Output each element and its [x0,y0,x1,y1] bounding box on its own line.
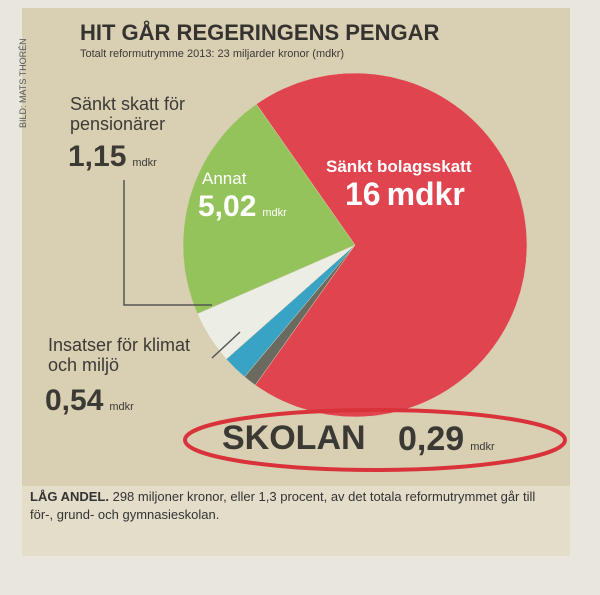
slice-name: Sänkt skatt för pensionärer [70,94,186,134]
slice-name: Insatser för klimat och miljö [48,335,191,375]
value-unit: mdkr [132,157,157,169]
value-group: 5,02 mdkr [198,190,287,224]
slice-name: SKOLAN [222,419,366,457]
caption-panel [22,486,570,556]
caption-text: 298 miljoner kronor, eller 1,3 procent, … [30,489,536,523]
value-unit: mdkr [109,401,134,413]
value-label: 16 [345,176,381,212]
caption-lead: LÅG ANDEL. [30,489,109,504]
chart-subtitle: Totalt reformutrymme 2013: 23 miljarder … [80,48,345,60]
value-label: 0,54 [45,384,104,417]
value-label: 1,15 [68,140,127,173]
value-label: 5,02 [198,190,257,223]
chart-title: HIT GÅR REGERINGENS PENGAR [80,20,440,45]
pie-slice [182,103,356,315]
leader-line [123,180,212,306]
caption: LÅG ANDEL. 298 miljoner kronor, eller 1,… [30,488,550,524]
photo-credit: BILD: MATS THORÉN [18,38,28,128]
value-unit: mdkr [386,176,465,212]
pie-slice [254,72,528,418]
value-unit: mdkr [262,207,287,219]
value-label: 0,29 [398,420,465,458]
slice-name: Annat [202,169,247,188]
slice-name: Sänkt bolagsskatt [326,157,472,176]
value-unit: mdkr [470,441,495,453]
value-group: 1,15 mdkr [68,140,157,174]
value-group: 16 mdkr [345,176,465,213]
highlight-ring [183,408,567,472]
leader-line [211,331,241,359]
value-group: 0,54 mdkr [45,384,134,418]
value-group: 0,29 mdkr [398,420,495,459]
